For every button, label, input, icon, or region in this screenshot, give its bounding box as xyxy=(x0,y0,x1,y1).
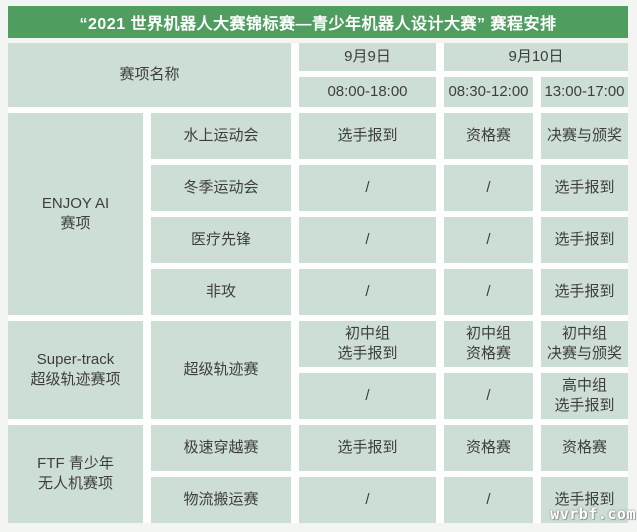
event-cell: 水上运动会 xyxy=(151,113,291,159)
schedule-cell: 选手报到 xyxy=(541,269,628,315)
schedule-cell: 高中组 选手报到 xyxy=(541,373,628,419)
schedule-cell: 选手报到 xyxy=(299,425,436,471)
schedule-cell: / xyxy=(299,373,436,419)
event-cell: 非攻 xyxy=(151,269,291,315)
watermark-text: wvrbf.com xyxy=(550,505,636,523)
schedule-table: 赛项名称 9月9日 9月10日 08:00-18:00 08:30-12:00 … xyxy=(8,43,628,523)
event-cell: 极速穿越赛 xyxy=(151,425,291,471)
schedule-cell: / xyxy=(299,477,436,523)
page-title: “2021 世界机器人大赛锦标赛—青少年机器人设计大赛” 赛程安排 xyxy=(8,6,628,38)
schedule-cell: 初中组 资格赛 xyxy=(444,321,533,367)
schedule-cell: / xyxy=(444,373,533,419)
schedule-cell: 资格赛 xyxy=(541,425,628,471)
schedule-cell: 选手报到 xyxy=(541,217,628,263)
schedule-cell: / xyxy=(299,217,436,263)
header-cell-event-name: 赛项名称 xyxy=(8,43,291,107)
event-cell: 物流搬运赛 xyxy=(151,477,291,523)
schedule-cell: / xyxy=(444,217,533,263)
header-cell-day1: 9月9日 xyxy=(299,43,436,71)
schedule-cell: / xyxy=(444,477,533,523)
schedule-cell: 初中组 决赛与颁奖 xyxy=(541,321,628,367)
event-cell: 冬季运动会 xyxy=(151,165,291,211)
header-cell-day1-time: 08:00-18:00 xyxy=(299,77,436,107)
schedule-cell: 初中组 选手报到 xyxy=(299,321,436,367)
event-cell: 超级轨迹赛 xyxy=(151,321,291,419)
schedule-cell: 选手报到 xyxy=(541,477,628,523)
schedule-cell: 资格赛 xyxy=(444,425,533,471)
schedule-cell: 选手报到 xyxy=(299,113,436,159)
event-cell: 医疗先锋 xyxy=(151,217,291,263)
header-cell-day2: 9月10日 xyxy=(444,43,628,71)
schedule-cell: / xyxy=(444,165,533,211)
schedule-cell: / xyxy=(299,165,436,211)
header-cell-day2-pm: 13:00-17:00 xyxy=(541,77,628,107)
schedule-cell: 资格赛 xyxy=(444,113,533,159)
header-cell-day2-am: 08:30-12:00 xyxy=(444,77,533,107)
category-cell-super-track: Super-track 超级轨迹赛项 xyxy=(8,321,143,419)
schedule-cell: / xyxy=(299,269,436,315)
category-cell-enjoy-ai: ENJOY AI 赛项 xyxy=(8,113,143,315)
schedule-cell: 选手报到 xyxy=(541,165,628,211)
category-cell-ftf-drone: FTF 青少年 无人机赛项 xyxy=(8,425,143,523)
schedule-cell: / xyxy=(444,269,533,315)
schedule-cell: 决赛与颁奖 xyxy=(541,113,628,159)
